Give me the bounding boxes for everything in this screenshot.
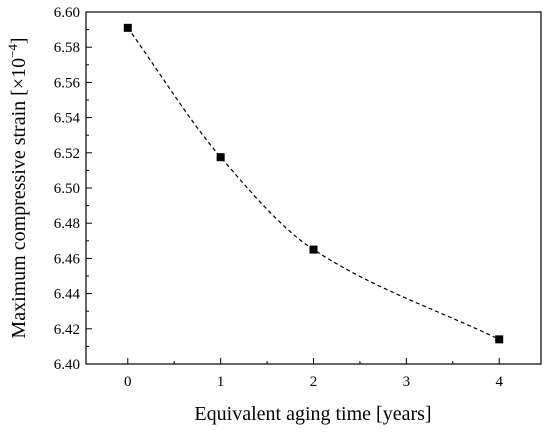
data-point-3 [495, 335, 504, 344]
data-point-1 [216, 153, 225, 162]
x-tick-label-2: 2 [310, 374, 318, 390]
y-tick-label-9: 6.58 [54, 40, 80, 56]
fit-curve [127, 27, 500, 340]
y-tick-label-10: 6.60 [54, 5, 80, 21]
plot-frame [85, 11, 542, 365]
x-tick-label-4: 4 [495, 374, 503, 390]
y-tick-label-3: 6.46 [54, 251, 81, 267]
y-axis-label: Maximum compressive strain [×10−4] [5, 37, 30, 338]
y-tick-label-0: 6.40 [54, 357, 80, 373]
y-axis-label-suffix: ] [8, 37, 30, 44]
y-tick-label-6: 6.52 [54, 146, 80, 162]
x-axis-label: Equivalent aging time [years] [194, 403, 431, 425]
data-points [123, 23, 504, 344]
x-tick-label-1: 1 [217, 374, 225, 390]
y-axis-label-exponent: −4 [5, 44, 20, 58]
y-tick-label-1: 6.42 [54, 322, 80, 338]
x-tick-label-0: 0 [124, 374, 132, 390]
y-axis-label-main: Maximum compressive strain [×10 [8, 58, 30, 339]
y-tick-label-8: 6.56 [54, 75, 81, 91]
y-tick-label-4: 6.48 [54, 216, 80, 232]
data-point-0 [123, 23, 132, 32]
x-axis-ticks: 0 1 2 3 4 [124, 358, 503, 390]
x-tick-label-3: 3 [403, 374, 411, 390]
y-axis-ticks: 6.40 6.42 6.44 6.46 6.48 6.50 6.52 6.54 6.56 6.58… [54, 5, 92, 373]
y-tick-label-5: 6.50 [54, 181, 80, 197]
y-tick-label-2: 6.44 [54, 287, 81, 303]
data-point-2 [309, 245, 318, 254]
y-tick-label-7: 6.54 [54, 111, 81, 127]
